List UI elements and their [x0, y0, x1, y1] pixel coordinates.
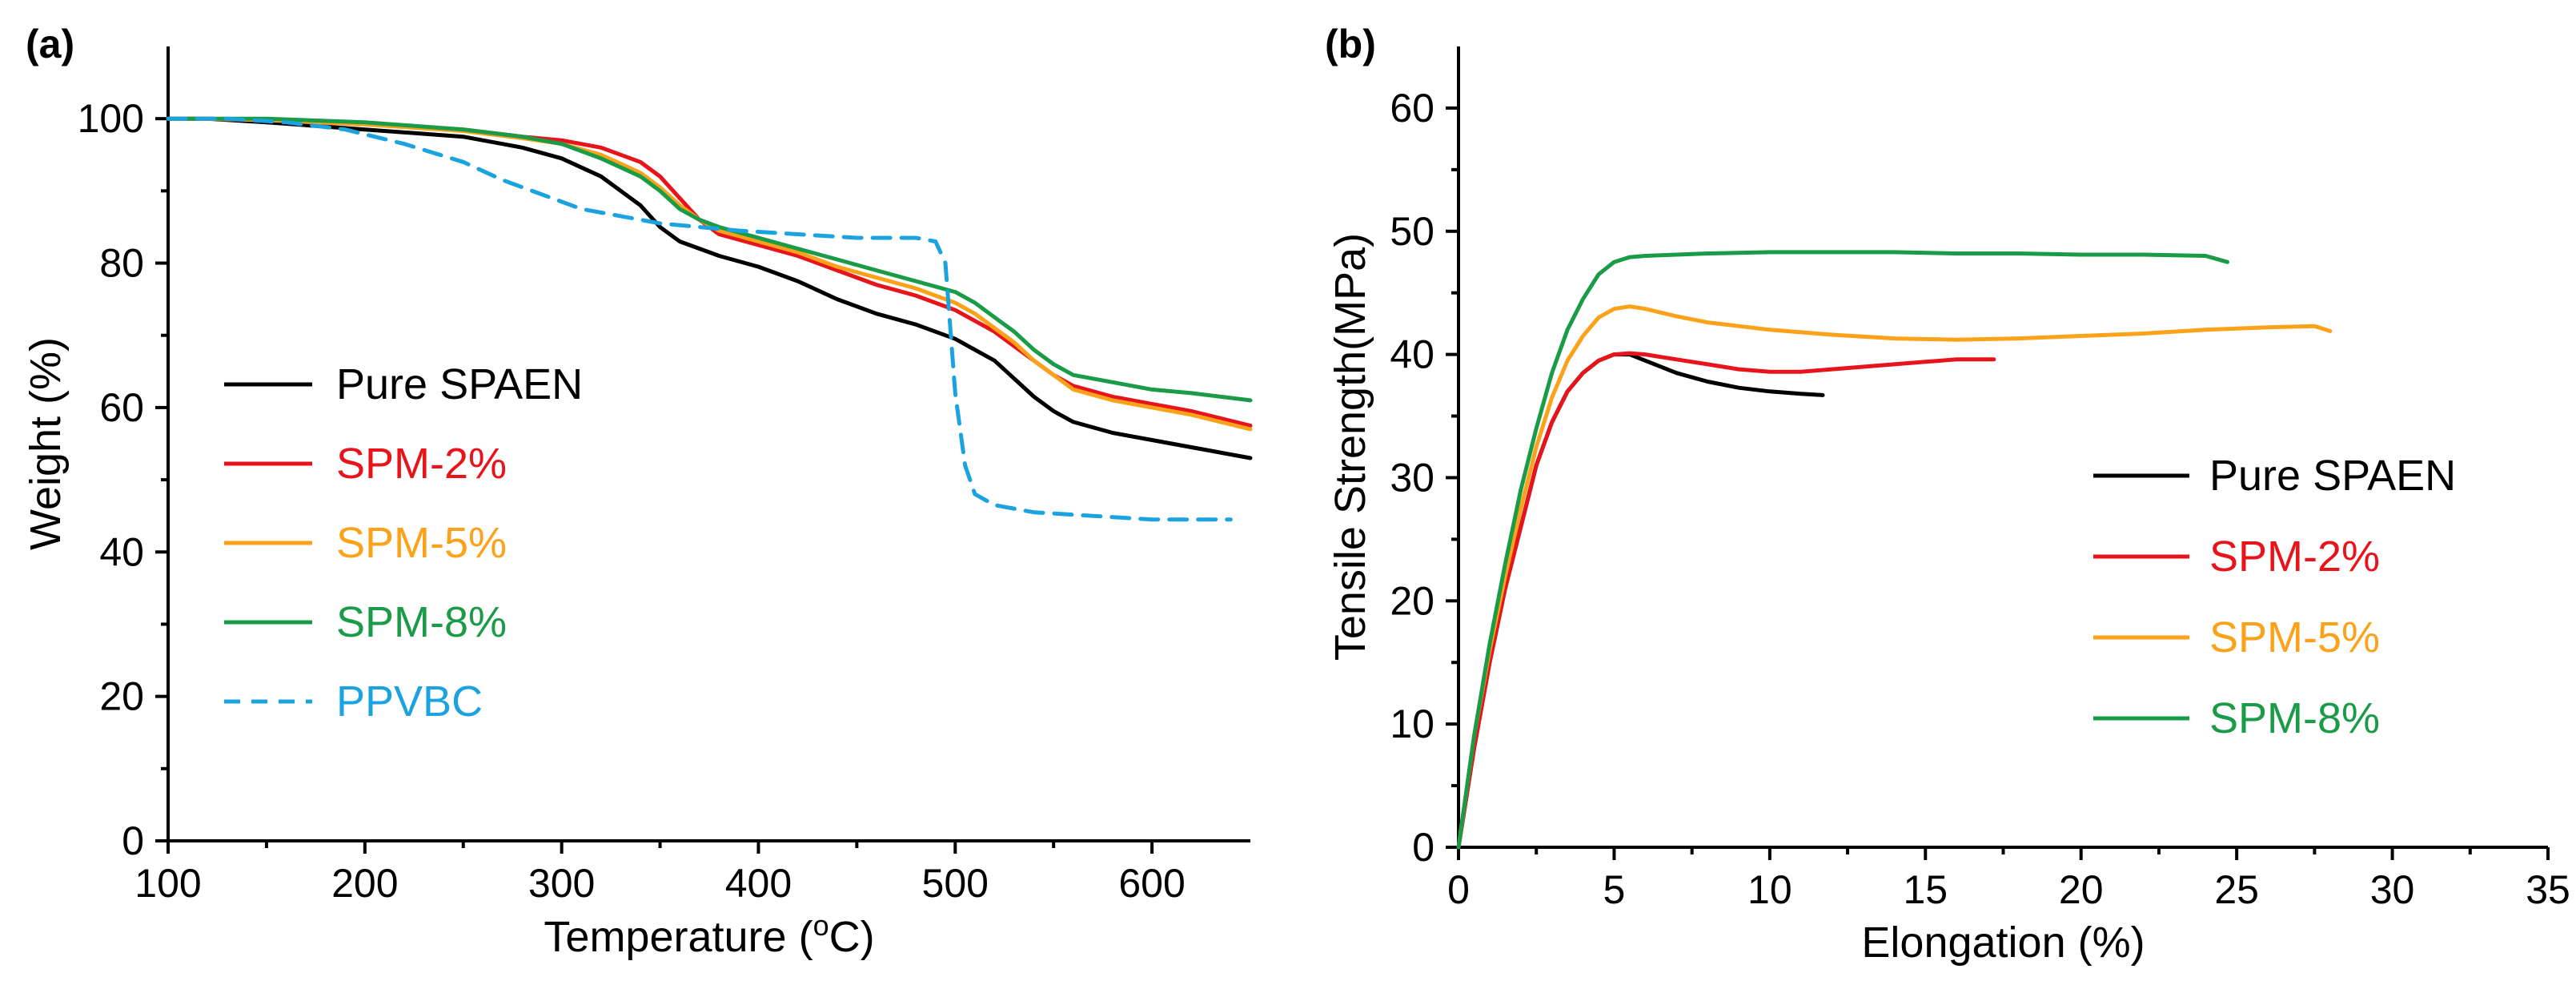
legend-label: SPM-5%: [336, 519, 507, 567]
legend-label: Pure SPAEN: [336, 360, 583, 408]
x-tick-label: 15: [1903, 867, 1948, 912]
x-tick-label: 200: [331, 861, 398, 906]
x-tick-label: 100: [134, 861, 201, 906]
x-tick-label: 25: [2214, 867, 2259, 912]
y-tick-label: 20: [1390, 578, 1434, 623]
x-axis-title-sup: o: [813, 909, 829, 942]
x-axis-title: Elongation (%): [1861, 919, 2145, 967]
legend-label: SPM-8%: [336, 598, 507, 646]
series-line-spm-8-: [1456, 250, 2229, 850]
x-axis-title-main: Temperature (: [544, 913, 813, 961]
y-tick-label: 60: [1390, 86, 1434, 131]
series-line-ppvbc: [166, 116, 1233, 522]
x-axis-title-end: C): [829, 913, 875, 961]
series-line-spm-5-: [166, 116, 1253, 432]
y-tick-label: 0: [122, 818, 144, 863]
legend-label: SPM-2%: [336, 440, 507, 488]
y-tick-label: 80: [99, 241, 144, 286]
y-tick-label: 60: [99, 385, 144, 430]
x-tick-label: 10: [1747, 867, 1792, 912]
series-line-spm-2-: [1456, 351, 1996, 850]
y-tick-label: 40: [1390, 332, 1434, 377]
y-tick-label: 10: [1390, 702, 1434, 746]
legend-label: PPVBC: [336, 677, 483, 726]
legend-label: SPM-5%: [2209, 613, 2380, 661]
panel-label-b: (b): [1325, 22, 1376, 66]
x-tick-label: 0: [1447, 867, 1470, 912]
series-line-spm-5-: [1456, 304, 2333, 850]
x-tick-label: 400: [725, 861, 792, 906]
legend-label: SPM-2%: [2209, 533, 2380, 581]
x-tick-label: 35: [2526, 867, 2570, 912]
legend-label: Pure SPAEN: [2209, 452, 2456, 500]
y-tick-label: 30: [1390, 455, 1434, 500]
series-line-pure-spaen: [1456, 352, 1825, 850]
x-tick-label: 300: [528, 861, 595, 906]
y-tick-label: 20: [99, 674, 144, 719]
x-tick-label: 500: [922, 861, 989, 906]
x-tick-label: 600: [1118, 861, 1185, 906]
y-tick-label: 100: [78, 96, 144, 141]
chart-a: (a)100 200 300 400 500 600020406080100Tempera…: [22, 22, 1253, 961]
x-tick-label: 30: [2370, 867, 2415, 912]
y-axis-title: Tensile Strength(MPa): [1326, 233, 1374, 661]
y-axis-title: Weight (%): [22, 337, 70, 550]
series-line-pure-spaen: [166, 116, 1253, 460]
x-tick-label: 5: [1603, 867, 1626, 912]
y-tick-label: 40: [99, 529, 144, 574]
legend-label: SPM-8%: [2209, 694, 2380, 742]
series-line-spm-8-: [166, 116, 1253, 403]
chart-b: (b) 0 5 10 15 20 25 30 35 0 10 20 30 40 50 60 Elongation…: [1325, 22, 2570, 967]
panel-label-a: (a): [26, 22, 74, 66]
y-tick-label: 50: [1390, 209, 1434, 254]
y-tick-label: 0: [1412, 825, 1434, 870]
x-axis-title: Temperature (oC): [544, 909, 874, 961]
x-tick-label: 20: [2059, 867, 2104, 912]
